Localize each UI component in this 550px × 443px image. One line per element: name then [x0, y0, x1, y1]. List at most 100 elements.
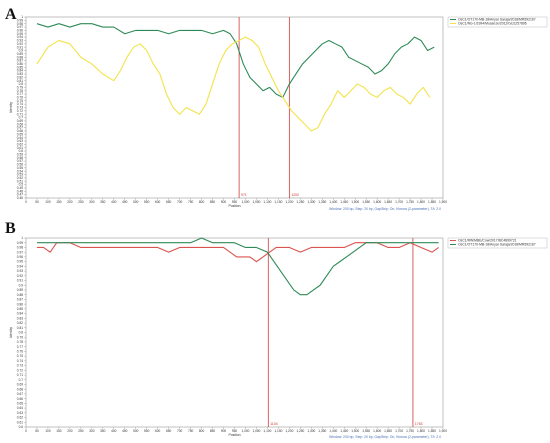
x-tick-label: 1,900	[439, 200, 447, 204]
y-tick-label: 0.73	[17, 364, 23, 368]
x-tick-label: 1,450	[340, 429, 348, 433]
x-tick-label: 1,450	[340, 200, 348, 204]
breakpoint-label: 971	[241, 193, 247, 197]
y-tick-label: 0.94	[17, 264, 23, 268]
x-tick-label: 100	[45, 429, 51, 433]
y-tick-label: 0.7	[19, 116, 24, 120]
y-tick-label: 0.75	[17, 354, 23, 358]
x-tick-label: 350	[100, 429, 106, 433]
legend-entry: OsC1/OT170-MB-18/Anyar Saraja/2018/MR592…	[458, 18, 536, 22]
x-tick-label: 800	[199, 200, 205, 204]
y-tick-label: 0.69	[17, 119, 23, 123]
y-axis-label: Identity	[9, 102, 13, 113]
breakpoint-label: 1763	[415, 422, 423, 426]
y-tick-label: 0.75	[17, 99, 23, 103]
x-tick-label: 0	[25, 429, 27, 433]
series-line	[36, 36, 431, 132]
y-tick-label: 0.64	[17, 136, 23, 140]
y-tick-label: 0.9	[19, 49, 24, 53]
x-tick-label: 1,850	[428, 429, 436, 433]
y-tick-label: 1	[21, 236, 23, 240]
x-tick-label: 1,900	[439, 429, 447, 433]
y-tick-label: 0.81	[17, 326, 23, 330]
x-tick-label: 1,550	[362, 200, 370, 204]
x-tick-label: 700	[177, 200, 183, 204]
chart-footnote: Window: 200 bp, Step: 20 bp, GapStrip: O…	[329, 207, 441, 211]
x-tick-label: 1,700	[395, 429, 403, 433]
y-tick-label: 0.79	[17, 85, 23, 89]
y-tick-label: 0.71	[17, 112, 23, 116]
x-tick-label: 50	[35, 429, 39, 433]
y-tick-label: 0.63	[17, 411, 23, 415]
x-tick-label: 600	[155, 200, 161, 204]
x-tick-label: 50	[35, 200, 39, 204]
x-tick-label: 1,100	[263, 429, 271, 433]
y-tick-label: 0.85	[17, 65, 23, 69]
x-axis-label: Position	[228, 204, 240, 208]
y-tick-label: 0.91	[17, 45, 23, 49]
x-tick-label: 100	[45, 200, 51, 204]
x-tick-label: 650	[166, 429, 172, 433]
y-tick-label: 0.85	[17, 307, 23, 311]
x-tick-label: 150	[56, 429, 62, 433]
x-tick-label: 1,250	[296, 200, 304, 204]
x-tick-label: 650	[166, 200, 172, 204]
x-tick-label: 300	[89, 429, 95, 433]
x-tick-label: 200	[67, 200, 73, 204]
y-tick-label: 0.77	[17, 92, 23, 96]
y-tick-label: 0.94	[17, 35, 23, 39]
legend-entry: OsC1/NG-1/1994/Musanze/2012/GU1257896	[458, 22, 527, 26]
y-tick-label: 0.61	[17, 420, 23, 424]
y-tick-label: 0.64	[17, 406, 23, 410]
y-tick-label: 0.95	[17, 260, 23, 264]
y-tick-label: 0.96	[17, 29, 23, 33]
y-tick-label: 0.76	[17, 96, 23, 100]
x-tick-label: 250	[78, 429, 84, 433]
y-tick-label: 0.68	[17, 387, 23, 391]
y-tick-label: 1	[21, 15, 23, 19]
y-tick-label: 0.58	[17, 156, 23, 160]
y-tick-label: 0.7	[19, 378, 24, 382]
x-tick-label: 1,750	[406, 429, 414, 433]
y-tick-label: 0.49	[17, 186, 23, 190]
y-tick-label: 0.88	[17, 55, 23, 59]
breakpoint-label: 1104	[270, 422, 277, 426]
x-tick-label: 1,400	[329, 429, 337, 433]
x-tick-label: 400	[111, 429, 117, 433]
x-tick-label: 1,100	[263, 200, 271, 204]
y-tick-label: 0.62	[17, 142, 23, 146]
x-tick-label: 1,650	[384, 429, 392, 433]
chart-a: 0.460.470.480.490.50.510.520.530.540.550…	[9, 15, 548, 211]
y-tick-label: 0.61	[17, 146, 23, 150]
y-tick-label: 0.65	[17, 132, 23, 136]
x-tick-label: 1,800	[417, 429, 425, 433]
y-tick-label: 0.59	[17, 153, 23, 157]
x-tick-label: 1,400	[329, 200, 337, 204]
chart-b: 0.60.610.620.630.640.650.660.670.680.690…	[9, 236, 548, 439]
y-tick-label: 0.8	[19, 82, 24, 86]
x-tick-label: 0	[25, 200, 27, 204]
x-tick-label: 450	[122, 200, 128, 204]
y-tick-label: 0.86	[17, 62, 23, 66]
y-tick-label: 0.93	[17, 39, 23, 43]
legend-box	[447, 16, 548, 28]
y-tick-label: 0.68	[17, 122, 23, 126]
y-tick-label: 0.6	[19, 149, 24, 153]
y-tick-label: 0.98	[17, 22, 23, 26]
y-tick-label: 0.89	[17, 52, 23, 56]
y-tick-label: 0.57	[17, 159, 23, 163]
y-tick-label: 0.67	[17, 392, 23, 396]
y-tick-label: 0.99	[17, 18, 23, 22]
x-tick-label: 850	[210, 429, 216, 433]
x-tick-label: 1,500	[351, 200, 359, 204]
y-tick-label: 0.47	[17, 193, 23, 197]
y-tick-label: 0.51	[17, 179, 23, 183]
y-tick-label: 0.79	[17, 335, 23, 339]
y-tick-label: 0.92	[17, 42, 23, 46]
y-tick-label: 0.77	[17, 345, 23, 349]
x-tick-label: 400	[111, 200, 117, 204]
x-tick-label: 1,700	[395, 200, 403, 204]
legend-entry: OsC1/OT170-MB-18/Anyar Saraja/2018/MR592…	[458, 243, 536, 247]
y-tick-label: 0.74	[17, 102, 23, 106]
y-tick-label: 0.95	[17, 32, 23, 36]
